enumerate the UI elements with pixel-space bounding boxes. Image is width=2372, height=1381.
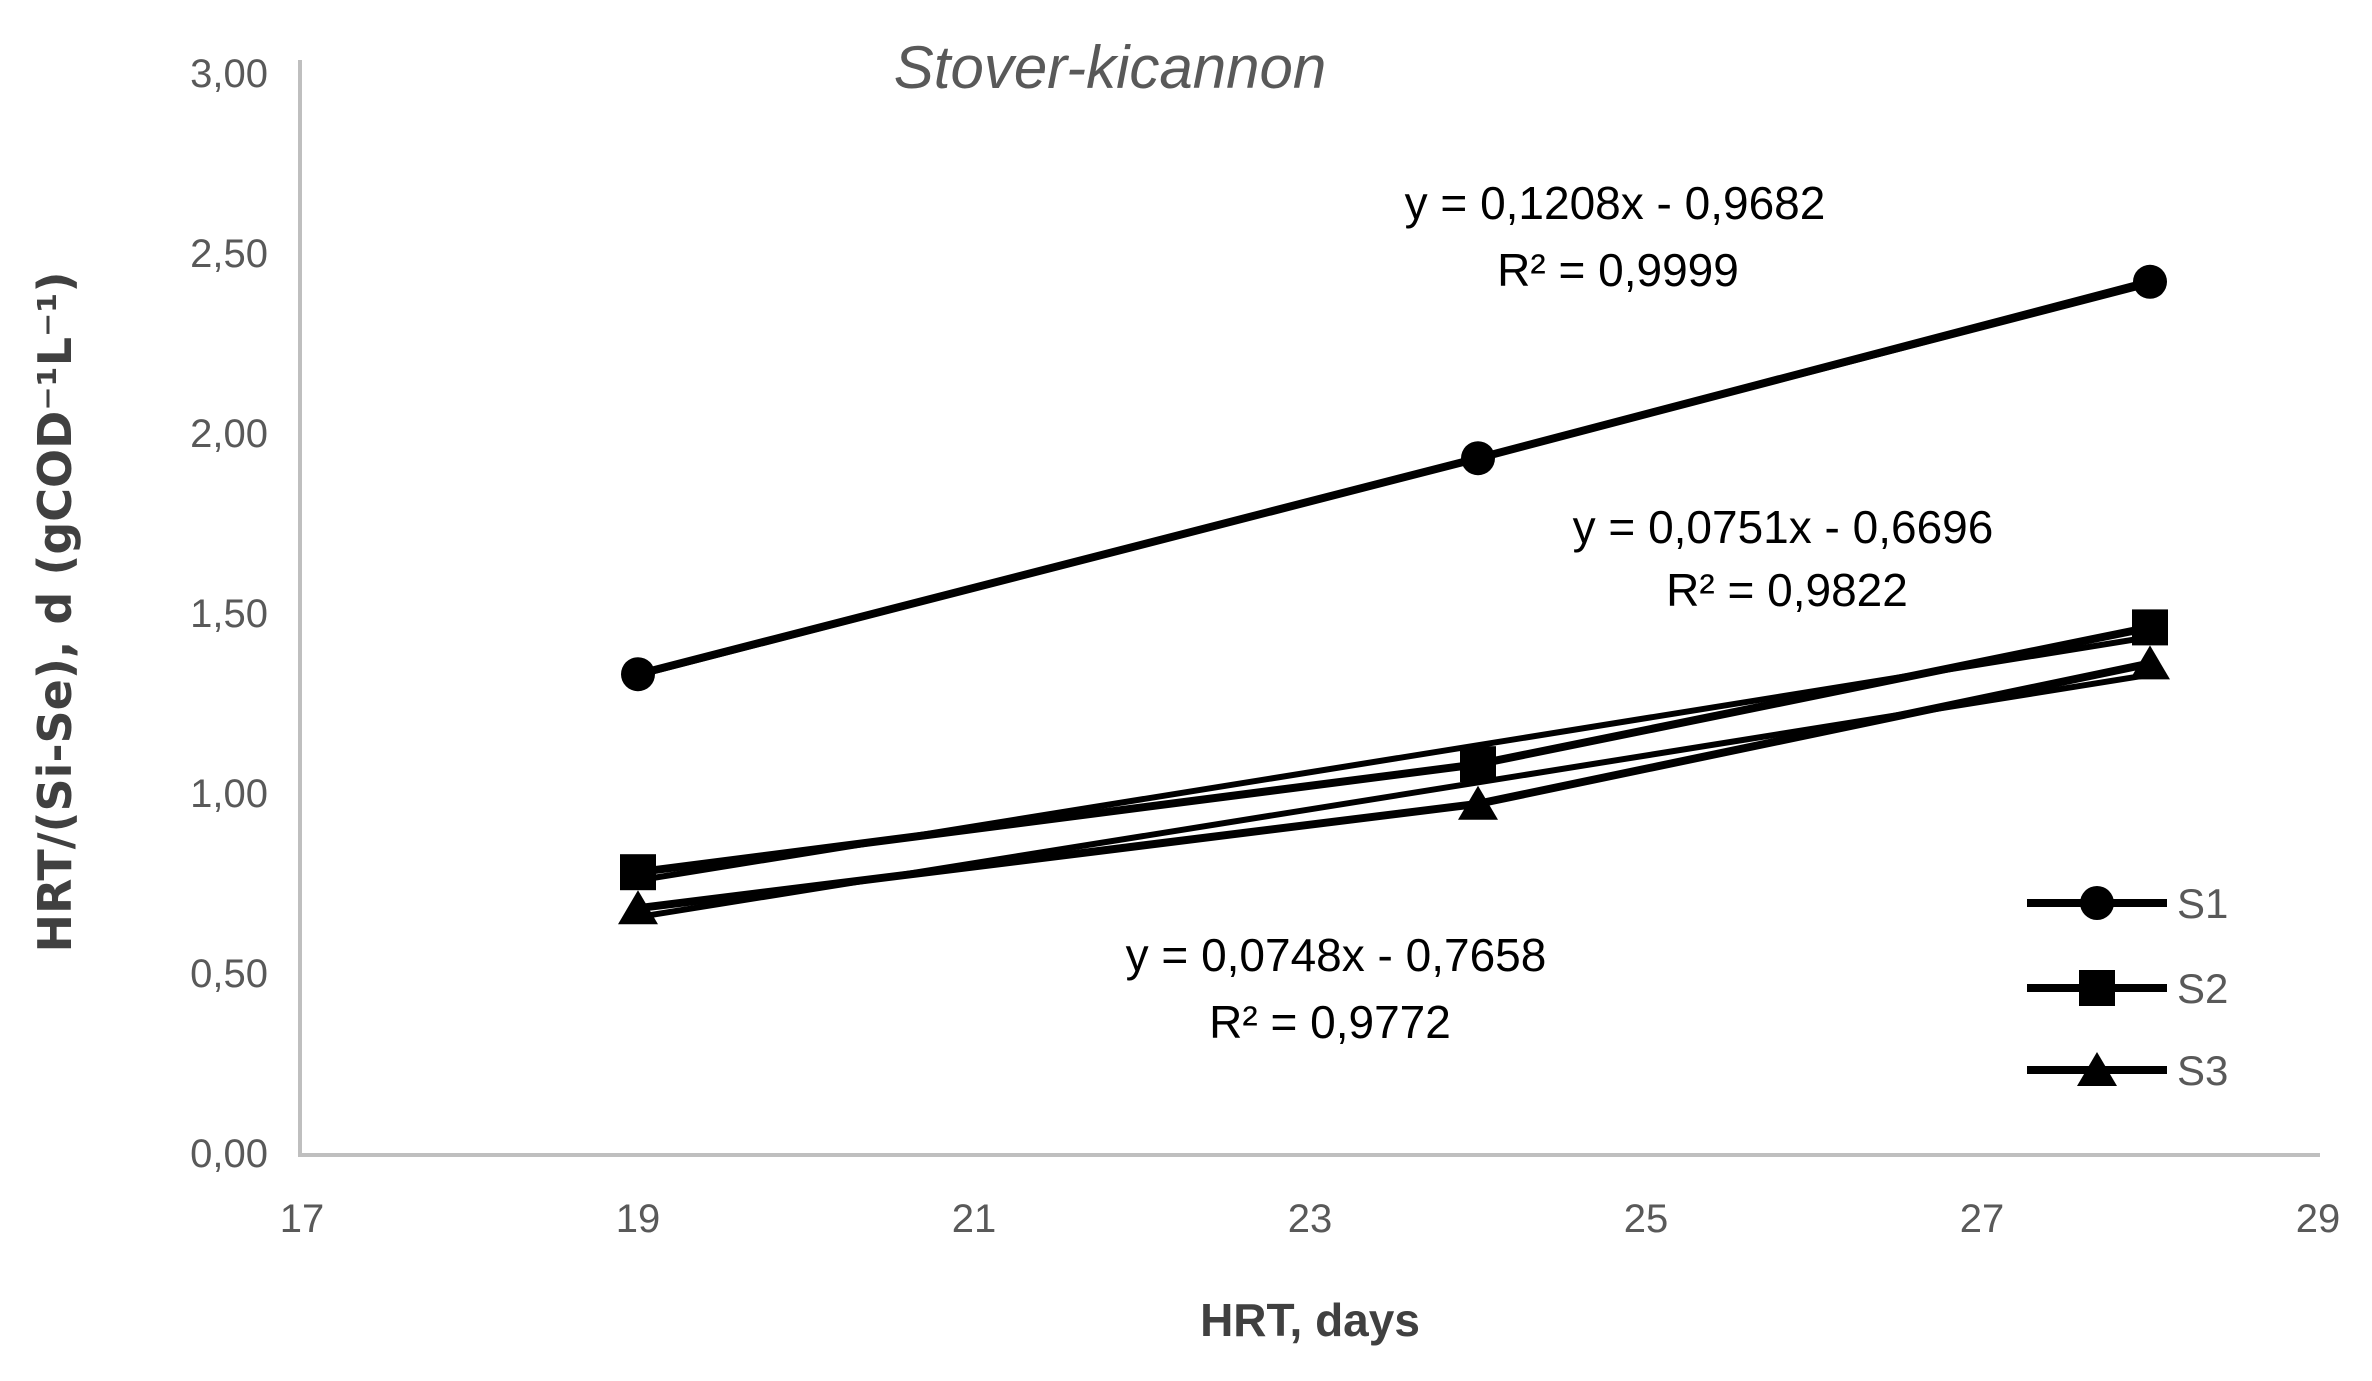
y-tick-label-0,50: 0,50 bbox=[190, 952, 268, 996]
s2-marker-1 bbox=[1460, 746, 1496, 783]
s3-data-line bbox=[637, 659, 2151, 913]
y-tick-label-0,00: 0,00 bbox=[190, 1132, 268, 1176]
x-tick-label-25: 25 bbox=[1624, 1197, 1669, 1241]
s2-r-squared: R² = 0,9822 bbox=[1666, 564, 1908, 616]
legend-label-s1: S1 bbox=[2177, 880, 2228, 927]
s1-marker-1 bbox=[1461, 441, 1495, 476]
y-tick-label-2,50: 2,50 bbox=[190, 232, 268, 276]
x-tick-label-17: 17 bbox=[280, 1197, 325, 1241]
chart-title: Stover-kicannon bbox=[893, 34, 1327, 101]
s2-marker-0 bbox=[620, 854, 656, 891]
s1-marker-2 bbox=[2133, 264, 2167, 299]
x-tick-label-23: 23 bbox=[1288, 1197, 1333, 1241]
s1-r-squared: R² = 0,9999 bbox=[1497, 244, 1739, 296]
s2-marker-2 bbox=[2132, 609, 2168, 646]
s3-trend-equation: y = 0,0748x - 0,7658 bbox=[1125, 929, 1547, 981]
legend-triangle-icon bbox=[2077, 1052, 2117, 1086]
s3-marker-2 bbox=[2130, 645, 2170, 680]
s3-r-squared: R² = 0,9772 bbox=[1209, 996, 1451, 1048]
y-tick-label-1,00: 1,00 bbox=[190, 772, 268, 816]
x-tick-label-27: 27 bbox=[1960, 1197, 2005, 1241]
x-tick-label-19: 19 bbox=[616, 1197, 661, 1241]
y-tick-label-3,00: 3,00 bbox=[190, 52, 268, 96]
x-tick-label-29: 29 bbox=[2296, 1197, 2341, 1241]
y-axis-title: HRT/(Si-Se), d (gCOD⁻¹L⁻¹) bbox=[28, 271, 82, 953]
s2-trend-equation: y = 0,0751x - 0,6696 bbox=[1572, 501, 1994, 553]
legend-square-icon bbox=[2079, 970, 2115, 1006]
legend-circle-icon bbox=[2080, 886, 2114, 920]
legend-label-s2: S2 bbox=[2177, 965, 2228, 1012]
s1-data-line bbox=[637, 277, 2152, 679]
s1-marker-0 bbox=[621, 657, 655, 692]
y-tick-label-2,00: 2,00 bbox=[190, 412, 268, 456]
s1-trend-equation: y = 0,1208x - 0,9682 bbox=[1404, 177, 1826, 229]
x-axis-title: HRT, days bbox=[1200, 1294, 1420, 1346]
s3-marker-0 bbox=[618, 890, 658, 925]
x-tick-label-21: 21 bbox=[952, 1197, 997, 1241]
s2-data-line bbox=[637, 623, 2151, 877]
y-tick-label-1,50: 1,50 bbox=[190, 592, 268, 636]
s3-marker-1 bbox=[1458, 785, 1498, 820]
legend-label-s3: S3 bbox=[2177, 1047, 2228, 1094]
